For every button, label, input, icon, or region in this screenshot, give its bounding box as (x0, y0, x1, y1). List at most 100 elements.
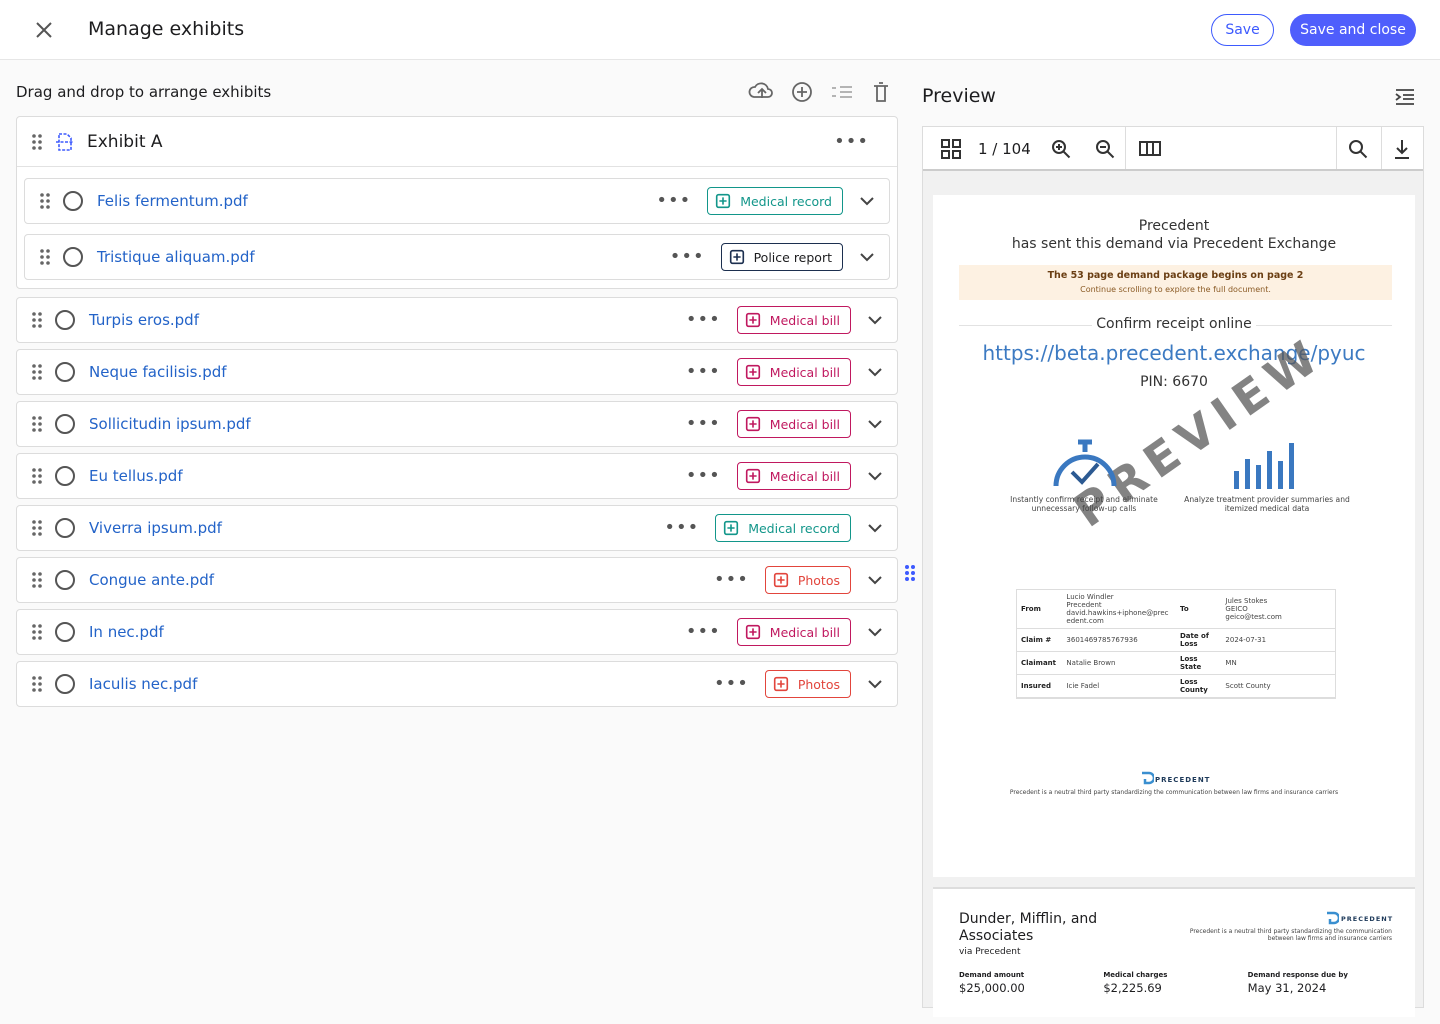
file-name[interactable]: Turpis eros.pdf (89, 311, 199, 329)
detail-line: Jules Stokes (1225, 597, 1268, 605)
amount: Demand amount $25,000.00 (959, 971, 1103, 995)
more-menu[interactable]: ••• (685, 465, 721, 486)
group-icon[interactable] (832, 86, 852, 98)
more-menu[interactable]: ••• (656, 190, 692, 211)
brand-2: PRECEDENT (1341, 915, 1394, 923)
tag-icon (773, 572, 788, 588)
drag-handle[interactable] (35, 191, 55, 211)
drag-handle[interactable] (27, 518, 47, 538)
detail-label: From (1017, 590, 1063, 629)
tag[interactable]: Photos (764, 670, 851, 698)
save-and-close-button[interactable]: Save and close (1290, 14, 1416, 46)
expand-chevron[interactable] (865, 570, 885, 590)
expand-chevron[interactable] (865, 362, 885, 382)
expand-chevron[interactable] (865, 674, 885, 694)
tag[interactable]: Medical record (715, 514, 851, 542)
drag-handle[interactable] (35, 247, 55, 267)
select-circle[interactable] (55, 570, 75, 590)
tag-label: Photos (797, 676, 840, 692)
expand-chevron[interactable] (857, 191, 877, 211)
file-name[interactable]: Viverra ipsum.pdf (89, 519, 222, 537)
select-circle[interactable] (55, 310, 75, 330)
delete-icon[interactable] (874, 82, 888, 102)
more-menu[interactable]: ••• (834, 130, 869, 152)
expand-chevron[interactable] (865, 466, 885, 486)
brand-logo-2 (1327, 911, 1339, 925)
tag-icon (716, 193, 731, 209)
more-menu[interactable]: ••• (669, 246, 705, 267)
tag[interactable]: Medical record (707, 187, 843, 215)
tag[interactable]: Medical bill (736, 618, 851, 646)
select-circle[interactable] (63, 247, 83, 267)
detail-line: 2024-07-31 (1225, 636, 1267, 644)
file-name[interactable]: Tristique aliquam.pdf (97, 248, 255, 266)
file-name[interactable]: Neque facilisis.pdf (89, 363, 227, 381)
file-name[interactable]: Sollicitudin ipsum.pdf (89, 415, 251, 433)
select-circle[interactable] (55, 414, 75, 434)
expand-chevron[interactable] (865, 622, 885, 642)
drag-handle[interactable] (27, 570, 47, 590)
amount: Demand response due by May 31, 2024 (1248, 971, 1392, 995)
exhibit-list: Exhibit A ••• Felis fermentum.pdf ••• Medica… (16, 116, 898, 713)
more-menu[interactable]: ••• (664, 517, 700, 538)
tag[interactable]: Medical bill (736, 410, 851, 438)
drag-handle[interactable] (27, 362, 47, 382)
more-menu[interactable]: ••• (685, 621, 721, 642)
tag[interactable]: Photos (764, 566, 851, 594)
drag-handle[interactable] (27, 674, 47, 694)
file-name[interactable]: Congue ante.pdf (89, 571, 215, 589)
expand-chevron[interactable] (865, 310, 885, 330)
select-circle[interactable] (55, 518, 75, 538)
select-circle[interactable] (63, 191, 83, 211)
notice-sub: Continue scrolling to explore the full d… (1080, 285, 1271, 294)
select-circle[interactable] (55, 674, 75, 694)
file-name[interactable]: Eu tellus.pdf (89, 467, 183, 485)
via: via Precedent (959, 947, 1021, 957)
detail-value: 2024-07-31 (1221, 628, 1335, 652)
drag-handle[interactable] (27, 310, 47, 330)
more-menu[interactable]: ••• (713, 569, 749, 590)
file-row: Eu tellus.pdf ••• Medical bill (16, 453, 898, 499)
drag-handle[interactable] (27, 622, 47, 642)
select-circle[interactable] (55, 362, 75, 382)
tag[interactable]: Medical bill (736, 306, 851, 334)
select-circle[interactable] (55, 466, 75, 486)
add-icon[interactable] (792, 82, 812, 102)
expand-chevron[interactable] (865, 414, 885, 434)
more-menu[interactable]: ••• (685, 361, 721, 382)
file-name[interactable]: Iaculis nec.pdf (89, 675, 198, 693)
search-download[interactable] (1348, 139, 1418, 161)
amount-value: $25,000.00 (959, 981, 1025, 995)
tag-label: Medical bill (769, 624, 840, 640)
tag[interactable]: Police report (720, 243, 843, 271)
feature-2: Analyze treatment provider summaries and… (1184, 495, 1350, 513)
file-name[interactable]: In nec.pdf (89, 623, 164, 641)
tag[interactable]: Medical bill (736, 462, 851, 490)
zoom-controls[interactable] (1051, 139, 1211, 159)
detail-value: Icie Fadel (1062, 674, 1176, 698)
save-button[interactable]: Save (1211, 14, 1274, 46)
select-circle[interactable] (55, 622, 75, 642)
expand-chevron[interactable] (857, 247, 877, 267)
amount-label: Demand response due by (1247, 971, 1348, 979)
collapse-preview[interactable] (1394, 88, 1416, 106)
stopwatch-icon (1053, 439, 1117, 487)
drag-handle[interactable] (27, 414, 47, 434)
detail-line: MN (1225, 659, 1237, 667)
drag-handle[interactable] (27, 132, 47, 152)
link[interactable]: https://beta.precedent.exchange/pyuc (982, 341, 1366, 365)
confirm-text: Confirm receipt online (1092, 316, 1256, 332)
close-button[interactable] (34, 20, 54, 40)
more-menu[interactable]: ••• (685, 413, 721, 434)
file-name[interactable]: Felis fermentum.pdf (97, 192, 248, 210)
more-menu[interactable]: ••• (713, 673, 749, 694)
expand-chevron[interactable] (865, 518, 885, 538)
drag-handle[interactable] (27, 466, 47, 486)
upload-icon[interactable] (748, 82, 773, 98)
tag[interactable]: Medical bill (736, 358, 851, 386)
detail-value: Natalie Brown (1062, 651, 1176, 675)
thumbnails-button[interactable] (941, 139, 961, 159)
more-menu[interactable]: ••• (685, 309, 721, 330)
resize-handle[interactable] (904, 564, 916, 582)
